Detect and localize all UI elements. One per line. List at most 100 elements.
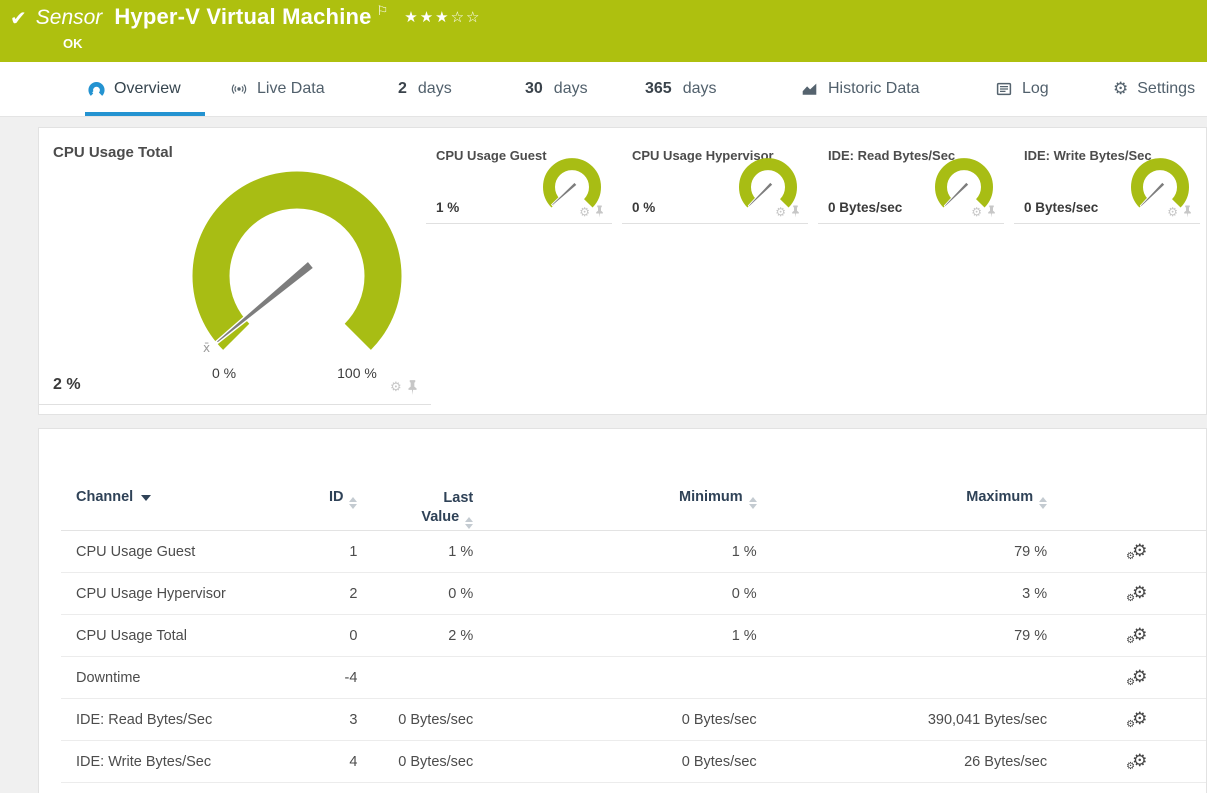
channel-settings-icon[interactable]: ⚙ ⚙ [1126, 583, 1148, 604]
channel-minimum: 1 % [731, 543, 757, 560]
pin-icon[interactable] [407, 380, 418, 395]
sensor-type-label: Sensor [35, 6, 103, 29]
channel-settings-icon[interactable]: ⚙ ⚙ [1126, 751, 1148, 772]
channel-id: 2 [349, 585, 358, 602]
channel-maximum: 26 Bytes/sec [964, 753, 1048, 770]
status-badge: OK [63, 36, 83, 51]
tile-value: 0 Bytes/sec [1024, 200, 1099, 215]
gauge-settings-icon[interactable]: ⚙ [579, 204, 590, 219]
tab-historic-data[interactable]: Historic Data [800, 62, 920, 116]
channel-maximum: 3 % [1022, 585, 1048, 602]
channel-last-value: 1 % [448, 543, 474, 560]
pin-icon[interactable] [987, 205, 996, 218]
channel-settings-icon[interactable]: ⚙ ⚙ [1126, 709, 1148, 730]
channel-id: -4 [344, 669, 358, 686]
channel-id: 3 [349, 711, 358, 728]
gauge-settings-icon[interactable]: ⚙ [390, 380, 402, 395]
small-gauge [543, 158, 601, 208]
active-tab-indicator [85, 112, 205, 116]
tile-divider [622, 223, 808, 224]
channel-minimum: 0 % [731, 585, 757, 602]
sort-arrows-icon [748, 497, 757, 509]
gear-icon: ⚙ [1113, 78, 1129, 99]
channel-last-value: 0 Bytes/sec [398, 711, 474, 728]
gauge-needle [1139, 181, 1166, 208]
channels-table: Channel ID Last Value Minimum Maximum CP… [61, 429, 1206, 783]
tile-value: 0 % [632, 200, 656, 215]
channel-name[interactable]: CPU Usage Hypervisor [76, 585, 226, 602]
channel-name[interactable]: IDE: Write Bytes/Sec [76, 753, 212, 770]
table-row[interactable]: CPU Usage Guest 1 1 % 1 % 79 % ⚙ ⚙ [61, 531, 1206, 573]
gauges-panel: CPU Usage Total x̄ 2 % 0 % 100 % ⚙ CPU U… [38, 127, 1207, 415]
tile-value: 0 Bytes/sec [828, 200, 903, 215]
channel-settings-icon[interactable]: ⚙ ⚙ [1126, 667, 1148, 688]
gauge-icon [88, 81, 105, 96]
flag-icon[interactable]: ⚐ [376, 4, 389, 19]
channel-name[interactable]: CPU Usage Total [76, 627, 187, 644]
tab-365-days[interactable]: 365 days [645, 80, 717, 97]
gauge-scale-max: 100 % [337, 365, 377, 381]
gauge-tile-ide-read: IDE: Read Bytes/Sec 0 Bytes/sec ⚙ [818, 128, 1004, 224]
small-gauge [1131, 158, 1189, 208]
table-row[interactable]: IDE: Read Bytes/Sec 3 0 Bytes/sec 0 Byte… [61, 699, 1206, 741]
tile-title: IDE: Read Bytes/Sec [828, 148, 956, 163]
tab-30-days[interactable]: 30 days [525, 80, 588, 97]
channel-id: 1 [349, 543, 358, 560]
gauge-needle [747, 181, 774, 208]
status-check-icon: ✔ [10, 6, 27, 30]
gauge-settings-icon[interactable]: ⚙ [775, 204, 786, 219]
small-gauge [935, 158, 993, 208]
gauge-tile-cpu-usage-guest: CPU Usage Guest 1 % ⚙ [426, 128, 612, 224]
table-row[interactable]: CPU Usage Hypervisor 2 0 % 0 % 3 % ⚙ ⚙ [61, 573, 1206, 615]
column-header-last-value[interactable]: Last Value [357, 489, 474, 529]
tile-divider [1014, 223, 1200, 224]
gauge-settings-icon[interactable]: ⚙ [1167, 204, 1178, 219]
tile-title: CPU Usage Guest [436, 148, 547, 163]
channels-panel: Channel ID Last Value Minimum Maximum CP… [38, 428, 1207, 793]
sort-arrows-icon [349, 497, 358, 509]
channel-name[interactable]: Downtime [76, 669, 141, 686]
channel-last-value: 0 Bytes/sec [398, 753, 474, 770]
primary-gauge-title: CPU Usage Total [53, 144, 173, 161]
channel-settings-icon[interactable]: ⚙ ⚙ [1126, 625, 1148, 646]
tab-settings[interactable]: ⚙ Settings [1113, 78, 1196, 99]
sort-caret-icon [141, 495, 152, 501]
tile-value: 1 % [436, 200, 460, 215]
channel-last-value: 2 % [448, 627, 474, 644]
tab-log[interactable]: Log [995, 62, 1049, 116]
primary-gauge: x̄ [192, 171, 402, 355]
channel-maximum: 79 % [1014, 543, 1048, 560]
column-header-minimum[interactable]: Minimum [473, 489, 757, 509]
area-chart-icon [802, 83, 817, 95]
log-icon [996, 82, 1012, 96]
tile-divider [818, 223, 1004, 224]
pin-icon[interactable] [791, 205, 800, 218]
table-row[interactable]: IDE: Write Bytes/Sec 4 0 Bytes/sec 0 Byt… [61, 741, 1206, 783]
gauge-settings-icon[interactable]: ⚙ [971, 204, 982, 219]
column-header-id[interactable]: ID [288, 489, 358, 509]
pin-icon[interactable] [1183, 205, 1192, 218]
primary-gauge-value: 2 % [53, 376, 81, 393]
channel-last-value: 0 % [448, 585, 474, 602]
tab-live-data[interactable]: Live Data [230, 62, 325, 116]
table-row[interactable]: Downtime -4 ⚙ ⚙ [61, 657, 1206, 699]
tile-divider [39, 404, 431, 405]
column-header-maximum[interactable]: Maximum [757, 489, 1048, 509]
broadcast-icon [231, 84, 247, 94]
gauge-tile-cpu-usage-hypervisor: CPU Usage Hypervisor 0 % ⚙ [622, 128, 808, 224]
tab-overview[interactable]: Overview [88, 62, 181, 116]
table-header-row: Channel ID Last Value Minimum Maximum [61, 429, 1206, 531]
priority-stars[interactable]: ★★★☆☆ [404, 8, 482, 26]
pin-icon[interactable] [595, 205, 604, 218]
channel-settings-icon[interactable]: ⚙ ⚙ [1126, 541, 1148, 562]
column-header-channel[interactable]: Channel [61, 489, 288, 505]
tile-divider [426, 223, 612, 224]
table-row[interactable]: CPU Usage Total 0 2 % 1 % 79 % ⚙ ⚙ [61, 615, 1206, 657]
channel-name[interactable]: IDE: Read Bytes/Sec [76, 711, 213, 728]
channel-name[interactable]: CPU Usage Guest [76, 543, 196, 560]
gauge-tile-ide-write: IDE: Write Bytes/Sec 0 Bytes/sec ⚙ [1014, 128, 1200, 224]
channel-id: 0 [349, 627, 358, 644]
tab-2-days[interactable]: 2 days [398, 80, 452, 97]
sensor-status-banner: ✔ Sensor Hyper-V Virtual Machine ⚐ ★★★☆☆… [0, 0, 1207, 62]
channel-id: 4 [349, 753, 358, 770]
